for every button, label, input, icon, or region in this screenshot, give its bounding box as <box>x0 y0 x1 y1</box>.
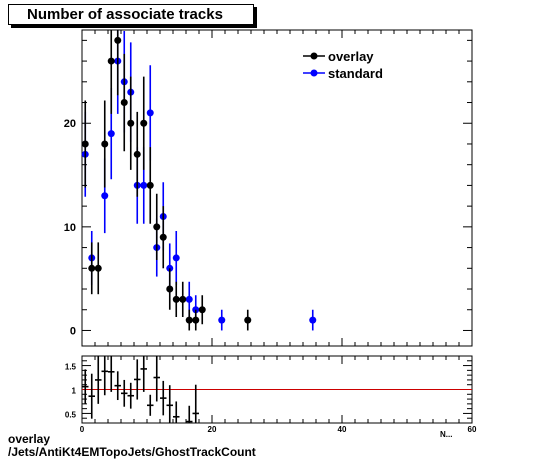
overlay-series-point <box>127 119 135 127</box>
legend-marker-overlay <box>310 52 318 60</box>
overlay-series-point <box>179 295 187 303</box>
overlay-series-point <box>153 223 161 231</box>
y-tick-label: 20 <box>64 118 76 130</box>
overlay-series-point <box>88 264 96 272</box>
overlay-series-point <box>166 285 174 293</box>
overlay-series-point <box>192 316 200 324</box>
x-tick-label: 0 <box>80 425 85 434</box>
footer-path-label: /Jets/AntiKt4EMTopoJets/GhostTrackCount <box>8 445 256 459</box>
footer-overlay-label: overlay <box>8 432 51 446</box>
overlay-series-point <box>81 140 89 148</box>
overlay-series-point <box>133 150 141 158</box>
ratio-plot: 0 20 40 60 0.5 1 1.5 N... <box>65 355 477 439</box>
y-tick-label: 1.5 <box>65 363 77 372</box>
standard-series-point <box>218 316 226 324</box>
main-plot-frame <box>81 29 473 347</box>
overlay-series-point <box>101 140 109 148</box>
x-axis-label-partial: N... <box>440 430 452 439</box>
overlay-series-point <box>172 295 180 303</box>
overlay-series-point <box>114 36 122 44</box>
y-tick-label: 0 <box>70 325 76 337</box>
overlay-series-point <box>146 181 154 189</box>
chart-title: Number of associate tracks <box>27 6 223 23</box>
overlay-series-point <box>244 316 252 324</box>
overlay-series-point <box>107 57 115 65</box>
legend-marker-standard <box>310 69 318 77</box>
chart-title-box: Number of associate tracks <box>8 4 254 25</box>
main-plot: 0 10 20 overlay standard <box>64 29 473 347</box>
overlay-series-point <box>94 264 102 272</box>
legend-label-standard: standard <box>328 66 383 81</box>
x-tick-label: 20 <box>208 425 217 434</box>
standard-series-point <box>101 192 109 200</box>
y-tick-label: 10 <box>64 222 76 234</box>
overlay-series-point <box>185 316 193 324</box>
overlay-series-point <box>140 119 148 127</box>
standard-series-point <box>107 130 115 138</box>
standard-series-point <box>185 295 193 303</box>
x-tick-label: 60 <box>468 425 477 434</box>
legend: overlay standard <box>303 49 383 81</box>
overlay-series-point <box>120 99 128 107</box>
x-tick-label: 40 <box>338 425 347 434</box>
y-tick-label: 0.5 <box>65 410 77 419</box>
standard-series-point <box>140 181 148 189</box>
legend-label-overlay: overlay <box>328 49 374 64</box>
y-tick-label: 1 <box>72 387 77 396</box>
standard-series-point <box>309 316 317 324</box>
overlay-series-point <box>198 306 206 314</box>
standard-series-point <box>172 254 180 262</box>
overlay-series-point <box>159 233 167 241</box>
standard-series-point <box>146 109 154 117</box>
